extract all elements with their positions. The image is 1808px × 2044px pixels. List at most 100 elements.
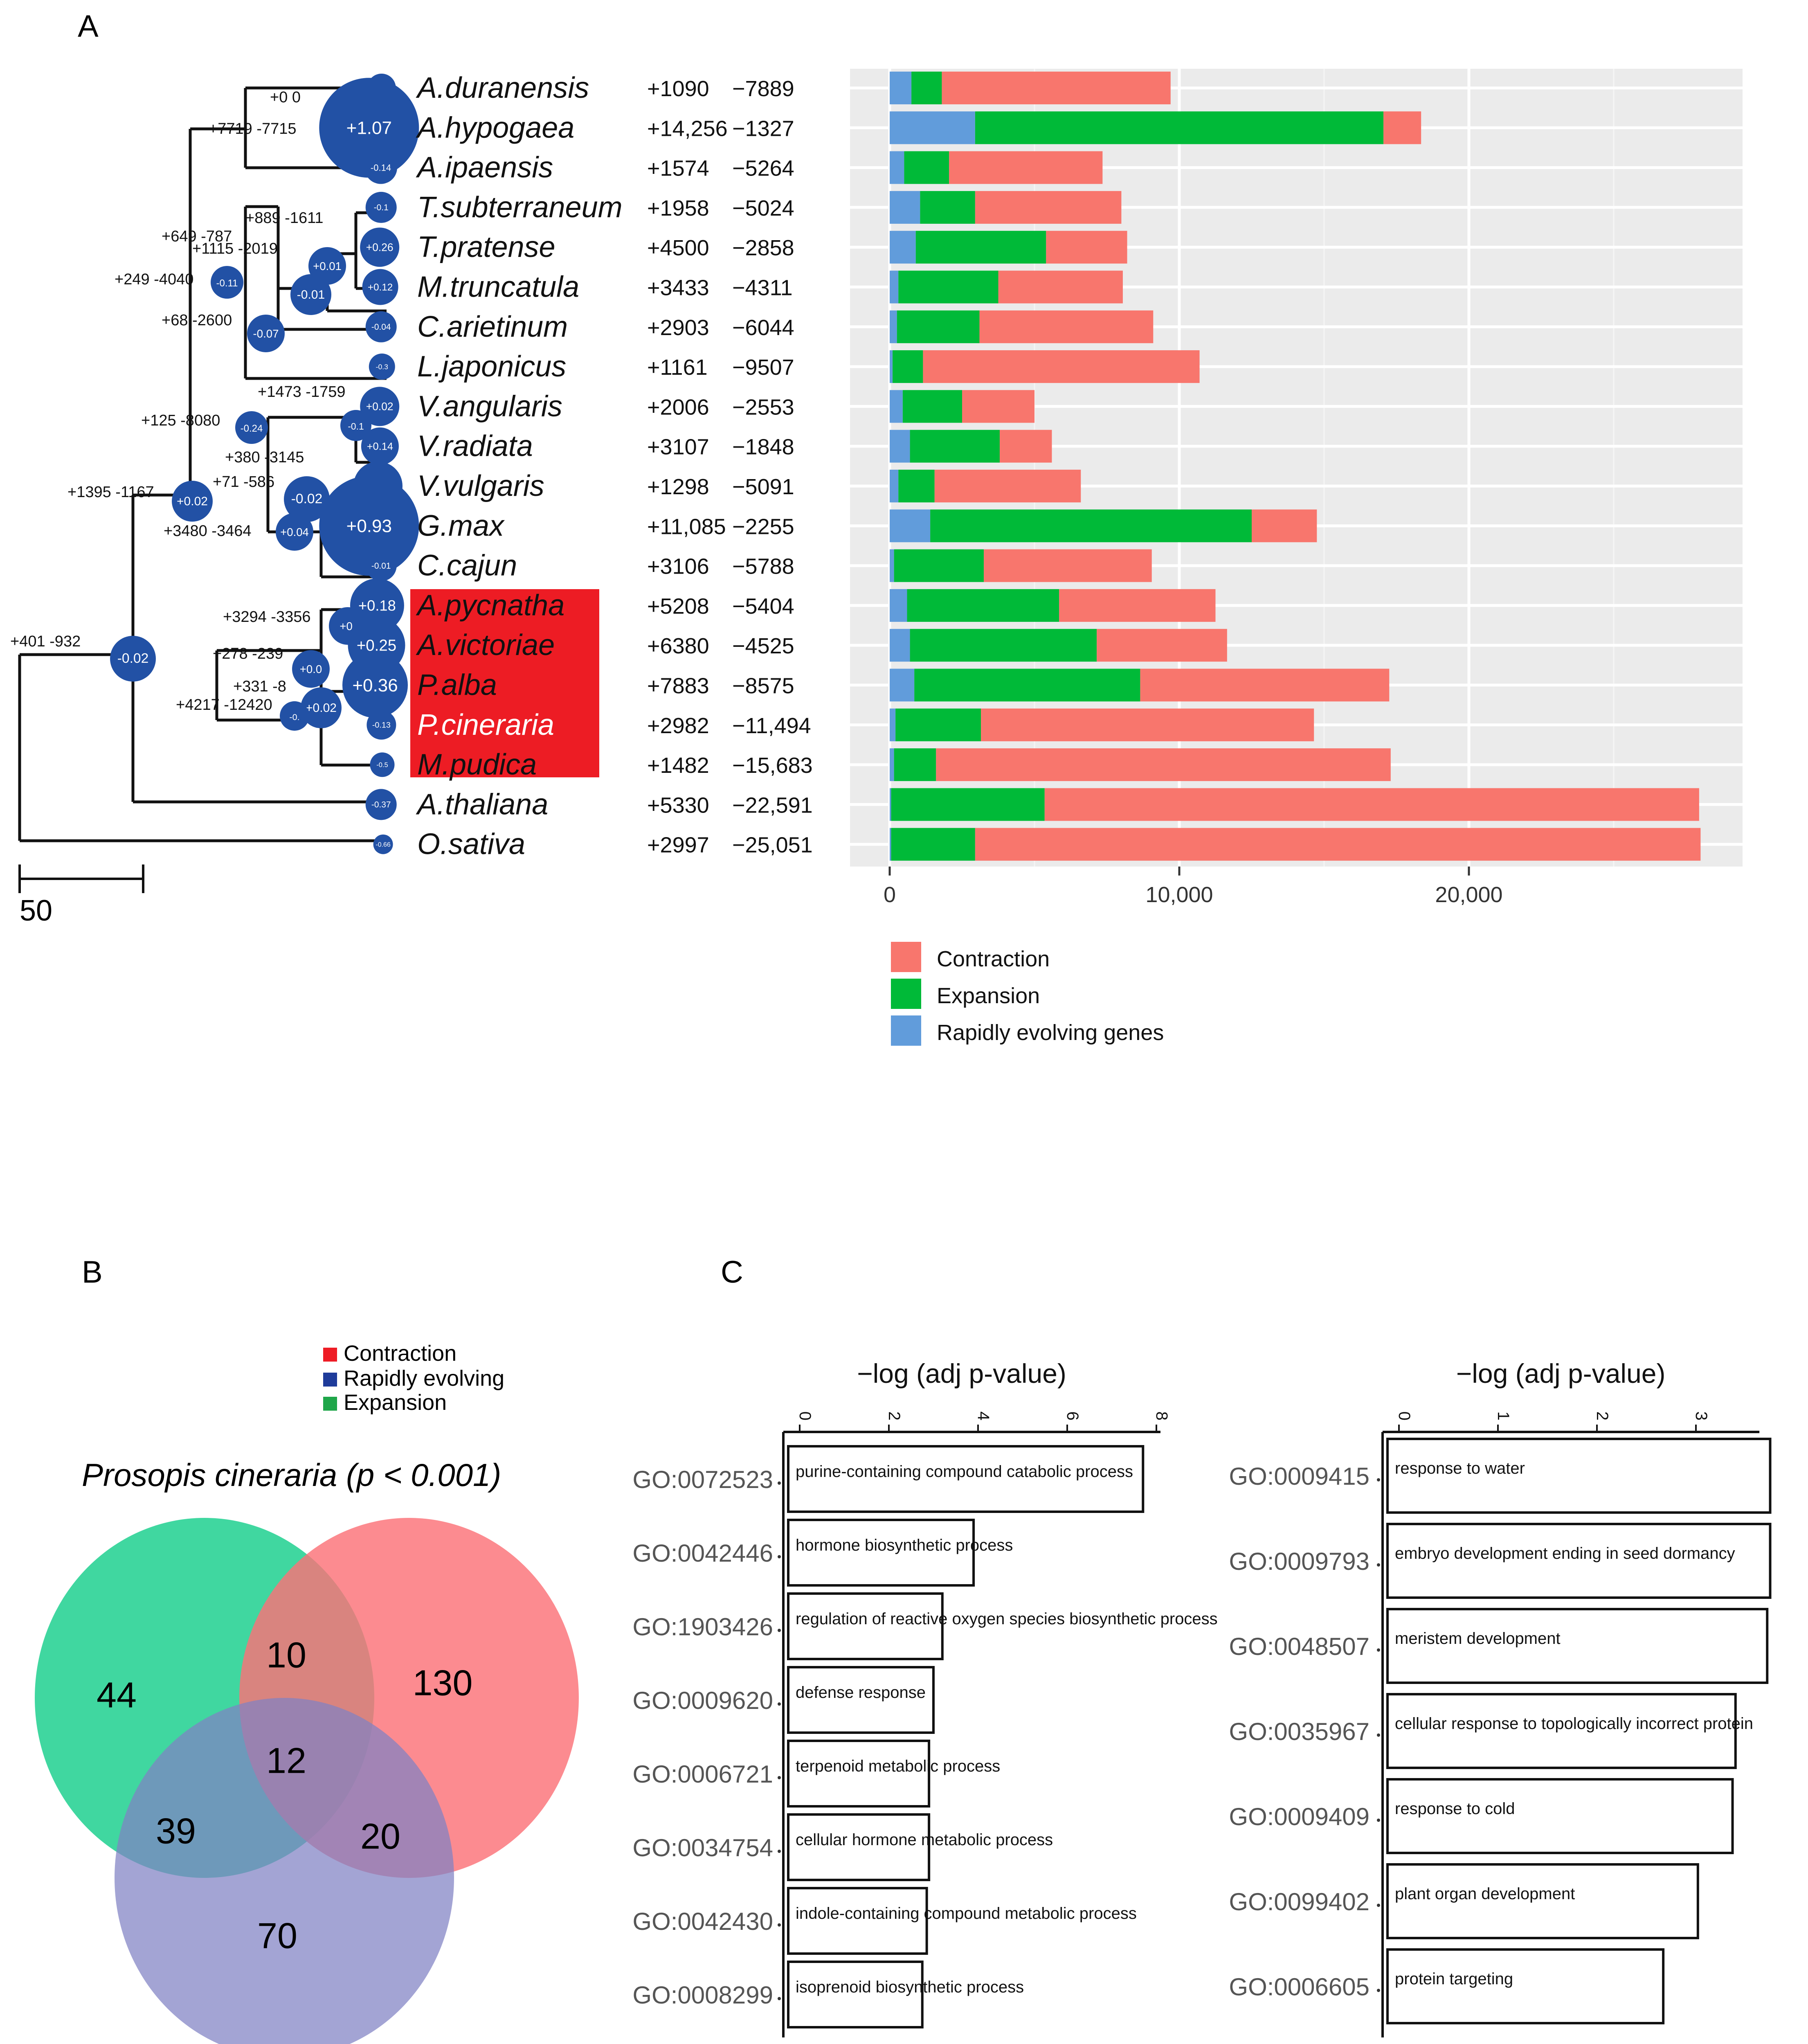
bar-segment-contraction — [975, 828, 1701, 861]
go-id-tick — [778, 1850, 781, 1853]
species-loss-count: −11,494 — [732, 714, 811, 738]
tip-node-value: -0.3 — [376, 362, 389, 371]
go-id-tick — [1377, 1733, 1380, 1737]
go-id-tick — [1377, 1563, 1380, 1567]
tip-node-circle — [361, 427, 399, 465]
species-loss-count: −5264 — [732, 156, 794, 181]
go-axis-title: −log (adj p-value) — [1456, 1358, 1666, 1389]
go-bar — [1386, 1693, 1737, 1769]
bar-segment-expansion — [898, 470, 935, 502]
species-gain-count: +2997 — [647, 833, 709, 858]
internal-node-value: +0.02 — [306, 701, 337, 715]
venn-diagram: Contraction Rapidly evolving Expansion P… — [35, 1341, 579, 2044]
bar-segment-expansion — [893, 350, 923, 383]
go-term-label: embryo development ending in seed dorman… — [1395, 1544, 1735, 1562]
species-loss-count: −6044 — [732, 315, 794, 340]
internal-node-gain-loss: +649 -787 — [162, 228, 232, 245]
bar-segment-rapid — [890, 72, 912, 104]
species-loss-count: −1327 — [732, 116, 794, 141]
tip-node-value: -0.37 — [371, 800, 391, 810]
venn-count-all-three: 12 — [266, 1740, 306, 1781]
species-label: A.thaliana — [416, 788, 548, 821]
bar-segment-contraction — [962, 390, 1034, 423]
species-loss-count: −5091 — [732, 475, 794, 499]
bar-segment-contraction — [1252, 509, 1317, 543]
bar-segment-expansion — [894, 748, 936, 781]
legend-label-contraction: Contraction — [937, 947, 1050, 971]
bar-segment-expansion — [910, 430, 1000, 463]
tip-node-circle — [365, 311, 397, 342]
venn-legend-rapid: Rapidly evolving — [344, 1366, 504, 1391]
bar-segment-expansion — [907, 589, 1059, 622]
tip-node-circle — [362, 269, 398, 305]
tip-node-value: +0.36 — [352, 675, 398, 696]
species-gain-count: +1958 — [647, 196, 709, 221]
venn-count-rapid-only: 70 — [257, 1915, 297, 1956]
tip-node-value: +1.07 — [346, 118, 392, 138]
species-gain-count: +1161 — [647, 355, 708, 380]
species-label: P.cineraria — [417, 709, 554, 741]
tip-node-circle — [319, 78, 419, 178]
species-loss-count: −4311 — [732, 276, 793, 300]
internal-node-gain-loss: +249 -4040 — [115, 271, 193, 288]
internal-node-gain-loss: +0 0 — [270, 89, 301, 106]
bar-segment-rapid — [890, 350, 893, 383]
venn-circle-rapid — [115, 1698, 454, 2044]
species-label: A.ipaensis — [416, 151, 553, 184]
venn-count-contraction-only: 130 — [413, 1662, 473, 1703]
tip-node-circle — [369, 353, 395, 380]
species-label: T.pratense — [417, 231, 555, 263]
species-gain-count: +1298 — [647, 475, 709, 499]
species-loss-count: −22,591 — [732, 793, 813, 817]
species-loss-count: −1848 — [732, 435, 794, 459]
internal-node-circle — [110, 636, 156, 682]
species-gain-count: +1482 — [647, 753, 709, 778]
species-label: T.subterraneum — [417, 191, 623, 224]
species-gain-count: +6380 — [647, 634, 709, 658]
scale-bar: 50 — [18, 864, 144, 927]
species-label: A.victoriae — [416, 629, 555, 662]
go-term-label: hormone biosynthetic process — [796, 1536, 1013, 1554]
highlight-box-mimosoid — [410, 589, 599, 777]
internal-node-value: +0.04 — [280, 526, 309, 538]
bar-segment-expansion — [895, 708, 981, 741]
go-axis-tick-label: 2 — [885, 1411, 903, 1420]
tip-node-value: +0.14 — [367, 441, 393, 452]
bar-segment-rapid — [890, 549, 894, 582]
go-axis-tick-label: 8 — [1153, 1411, 1171, 1420]
go-axis-tick-label: 6 — [1064, 1411, 1082, 1420]
bar-segment-contraction — [998, 270, 1123, 304]
internal-node-gain-loss: +125 -8080 — [141, 412, 220, 429]
internal-node-value: -0. — [289, 712, 299, 722]
go-bar — [787, 1887, 928, 1955]
internal-node-gain-loss: +1473 -1759 — [258, 383, 345, 401]
go-id-tick — [1377, 1904, 1380, 1907]
species-loss-count: −2255 — [732, 514, 794, 539]
go-id-tick — [778, 1923, 781, 1927]
go-term-label: defense response — [796, 1684, 926, 1702]
internal-node-circle — [292, 650, 330, 688]
go-term-label: purine-containing compound catabolic pro… — [796, 1463, 1133, 1481]
species-label: L.japonicus — [417, 350, 566, 383]
bar-segment-rapid — [890, 629, 910, 662]
stacked-bars — [890, 72, 1701, 861]
internal-node-gain-loss: +7719 -7715 — [209, 120, 296, 137]
legend-swatch-rapid — [891, 1015, 921, 1046]
species-label: A.pycnatha — [416, 589, 564, 622]
tip-node-value: -0.13 — [372, 721, 391, 730]
legend-swatch-expansion — [891, 979, 921, 1009]
go-id-label: GO:0042430 — [632, 1908, 773, 1935]
bar-segment-rapid — [890, 708, 896, 741]
species-label: C.arietinum — [417, 311, 568, 343]
species-loss-count: −2858 — [732, 236, 794, 260]
species-loss-count: −5024 — [732, 196, 794, 221]
tip-node-circle — [360, 387, 400, 426]
go-bar — [1386, 1523, 1772, 1599]
go-id-tick — [778, 1997, 781, 2000]
tip-node-circle — [364, 151, 397, 184]
go-axis-tick-label: 2 — [1593, 1411, 1611, 1420]
species-gain-count: +4500 — [647, 236, 709, 260]
legend-label-expansion: Expansion — [937, 984, 1040, 1008]
species-label: V.radiata — [417, 430, 533, 463]
